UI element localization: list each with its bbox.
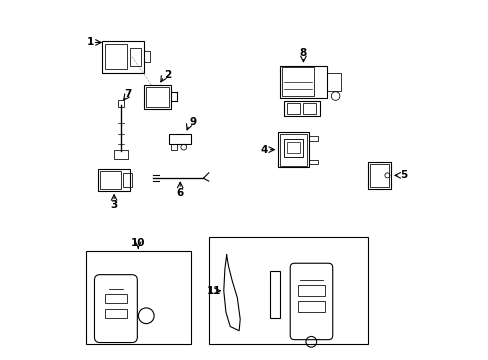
Bar [100, 171, 121, 189]
Bar [85, 251, 190, 344]
Bar [283, 139, 303, 157]
Bar [169, 134, 190, 144]
Bar [105, 294, 126, 303]
Text: 8: 8 [299, 48, 306, 58]
Bar [298, 301, 324, 312]
Bar [308, 159, 317, 164]
Bar [114, 150, 128, 158]
Bar [282, 67, 313, 96]
Bar [171, 144, 176, 150]
Text: 5: 5 [399, 170, 406, 180]
Bar [98, 169, 130, 191]
Bar [144, 51, 149, 62]
Bar [105, 309, 126, 318]
Text: 6: 6 [176, 188, 183, 198]
Bar [287, 103, 299, 114]
Text: 9: 9 [189, 117, 196, 127]
Bar [130, 48, 141, 66]
Text: 3: 3 [110, 200, 118, 210]
Text: 2: 2 [164, 69, 171, 80]
Bar [283, 102, 319, 116]
Bar [208, 237, 367, 344]
Bar [280, 66, 326, 98]
Bar [280, 134, 306, 166]
Bar [144, 85, 171, 109]
Bar [269, 271, 280, 318]
Bar [278, 132, 308, 167]
Text: 4: 4 [260, 145, 267, 155]
Bar [287, 143, 299, 153]
Bar [369, 164, 388, 187]
Text: 7: 7 [124, 89, 132, 99]
Text: 11: 11 [206, 286, 221, 296]
Text: 10: 10 [131, 238, 145, 248]
Bar [118, 100, 124, 107]
Bar [102, 41, 144, 73]
Text: 1: 1 [87, 37, 94, 48]
Bar [303, 103, 315, 114]
Bar [105, 44, 126, 69]
Bar [298, 285, 324, 296]
Bar [326, 73, 340, 91]
Bar [308, 136, 317, 141]
Bar [123, 173, 132, 187]
Bar [146, 87, 169, 107]
Bar [367, 162, 390, 189]
